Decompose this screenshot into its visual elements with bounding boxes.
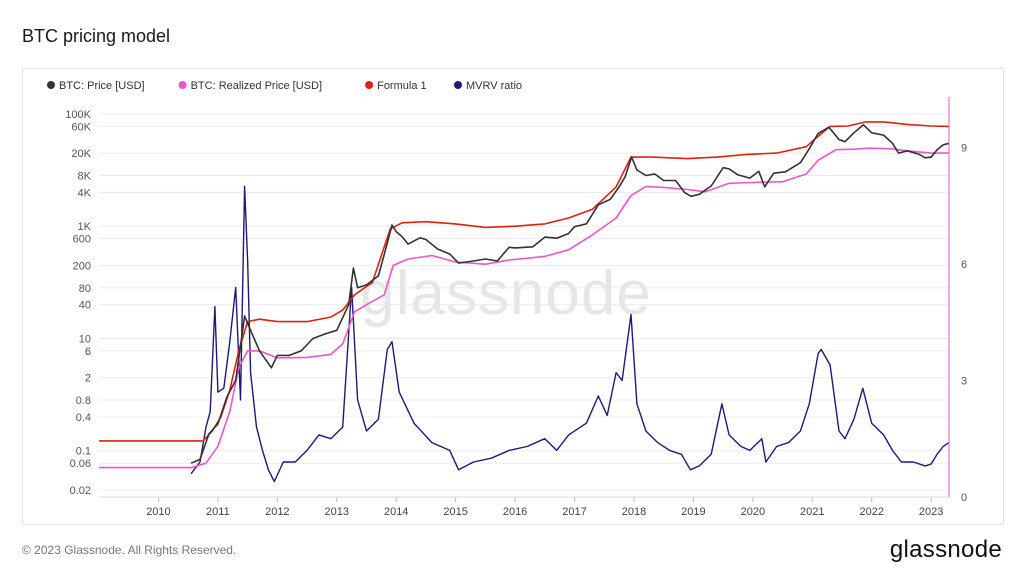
chart-panel: glassnode 100K 60K 20K 8K 4K 1K 600 200 80 40 10 6 2… — [22, 68, 1004, 525]
x-tick-label: 2012 — [265, 506, 289, 518]
y-right-tick-label: 0 — [961, 492, 967, 504]
x-tick-label: 2010 — [146, 506, 170, 518]
copyright-text: © 2023 Glassnode. All Rights Reserved. — [22, 543, 237, 557]
x-tick-label: 2021 — [800, 506, 824, 518]
x-tick-label: 2022 — [859, 506, 883, 518]
y-right-tick-label: 6 — [961, 259, 967, 271]
y-left-tick-label: 0.8 — [76, 395, 91, 407]
series-line-mvrv-ratio — [190, 185, 950, 483]
y-left-tick-label: 20K — [71, 148, 91, 160]
y-left-tick-label: 0.4 — [76, 412, 91, 424]
x-tick-label: 2015 — [443, 506, 467, 518]
grid-layer — [99, 113, 949, 491]
page-title: BTC pricing model — [22, 26, 171, 46]
y-left-tick-label: 2 — [85, 373, 91, 385]
legend-swatch-icon — [178, 81, 187, 89]
y-left-tick-label: 200 — [73, 260, 91, 272]
series-layer — [99, 121, 950, 483]
glassnode-logo[interactable]: glassnode — [889, 536, 1002, 563]
y-left-tick-label: 0.06 — [70, 458, 91, 470]
x-tick-label: 2019 — [681, 506, 705, 518]
legend-swatch-icon — [454, 81, 462, 89]
x-tick-label: 2018 — [622, 506, 646, 518]
x-tick-label: 2020 — [741, 506, 765, 518]
legend: BTC: Price [USD] BTC: Realized Price [USD… — [47, 80, 522, 92]
legend-label: BTC: Price [USD] — [59, 80, 145, 92]
x-tick-label: 2014 — [384, 506, 408, 518]
x-tick-label: 2011 — [206, 506, 230, 518]
legend-label: MVRV ratio — [466, 80, 522, 92]
legend-swatch-icon — [365, 81, 374, 89]
y-left-tick-label: 4K — [78, 187, 92, 199]
y-left-tick-label: 40 — [79, 300, 91, 312]
y-left-tick-label: 0.1 — [76, 446, 91, 458]
x-tick-label: 2016 — [503, 506, 527, 518]
legend-label: Formula 1 — [377, 80, 427, 92]
y-left-tick-label: 6 — [85, 346, 91, 358]
y-left-tick-label: 100K — [65, 109, 91, 121]
legend-item[interactable]: Formula 1 — [365, 80, 427, 92]
y-left-tick-label: 1K — [78, 221, 92, 233]
chart-svg[interactable]: glassnode 100K60K20K8K4K1K60020080401062… — [23, 69, 1003, 524]
legend-swatch-icon — [47, 81, 55, 89]
y-left-tick-label: 10 — [79, 333, 91, 345]
y-left-tick-label: 0.02 — [70, 485, 91, 497]
y-left-tick-label: 80 — [79, 283, 91, 295]
x-tick-label: 2013 — [325, 506, 349, 518]
legend-label: BTC: Realized Price [USD] — [191, 80, 322, 92]
watermark: glassnode — [360, 259, 652, 328]
x-tick-label: 2023 — [919, 506, 943, 518]
y-left-tick-label: 8K — [78, 170, 92, 182]
y-left-tick-label: 60K — [71, 121, 91, 133]
y-right-tick-label: 9 — [961, 142, 967, 154]
y-right-tick-label: 3 — [961, 375, 967, 387]
legend-item[interactable]: BTC: Price [USD] — [47, 80, 145, 92]
x-tick-label: 2017 — [562, 506, 586, 518]
axis-layer: 100K60K20K8K4K1K600200804010620.80.40.10… — [65, 97, 967, 518]
y-left-tick-label: 600 — [73, 234, 91, 246]
series-line-btc-price-usd — [190, 124, 950, 464]
legend-item[interactable]: BTC: Realized Price [USD] — [178, 80, 322, 92]
legend-item[interactable]: MVRV ratio — [454, 80, 522, 92]
series-line-btc-realized-price-usd — [99, 147, 949, 469]
